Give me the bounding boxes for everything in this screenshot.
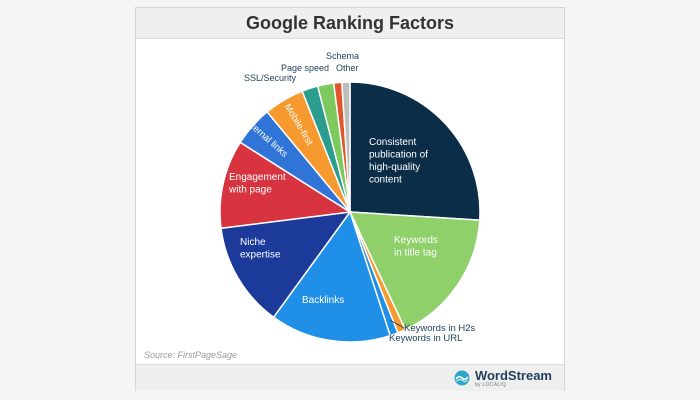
pie-slice-backlinks [272, 210, 392, 343]
pie-label-schema: Schema [326, 51, 359, 61]
source-note: Source: FirstPageSage [144, 350, 238, 360]
brand-name: WordStream [474, 367, 552, 383]
infographic-card: Google Ranking Factors Consistent publica… [135, 7, 565, 391]
pie-slice-consistent-publication-of-high-quality-content [349, 81, 481, 221]
pie-label-niche-expertise: Niche expertise [240, 237, 281, 261]
pie-slices [219, 81, 481, 343]
pie-chart: Consistent publication of high-quality cont… [219, 51, 481, 344]
pie-label-keywords-in-url: Keywords in URL [389, 333, 462, 344]
chart-title: Google Ranking Factors [136, 8, 564, 39]
pie-label-keywords-in-title-tag: Keywords in title tag [394, 235, 438, 259]
pie-slice-engagement-with-page [219, 141, 353, 230]
pie-label-ssl-security: SSL/Security [244, 73, 297, 83]
pie-slice-keywords-in-title-tag [348, 211, 481, 331]
pie-label-page-speed: Page speed [281, 63, 329, 73]
footer-bar: WordStream by LOCALIQ [136, 364, 564, 391]
pie-label-backlinks: Backlinks [302, 295, 344, 306]
pie-label-consistent-publication-of-high-quality-content: Consistent publication of high-quality cont… [369, 137, 428, 186]
brand-logo: WordStream by LOCALIQ [454, 368, 552, 388]
pie-label-engagement-with-page: Engagement with page [228, 172, 286, 196]
leader-line-keywords-in-h2s [389, 319, 405, 329]
pie-label-keywords-in-h2s: Keywords in H2s [404, 323, 476, 334]
pie-label-other: Other [336, 63, 359, 73]
brand-subtitle: by LOCALIQ [474, 381, 507, 388]
pie-slice-other [341, 81, 351, 213]
wordstream-logo-icon [454, 370, 470, 386]
pie-slice-niche-expertise [220, 211, 352, 319]
